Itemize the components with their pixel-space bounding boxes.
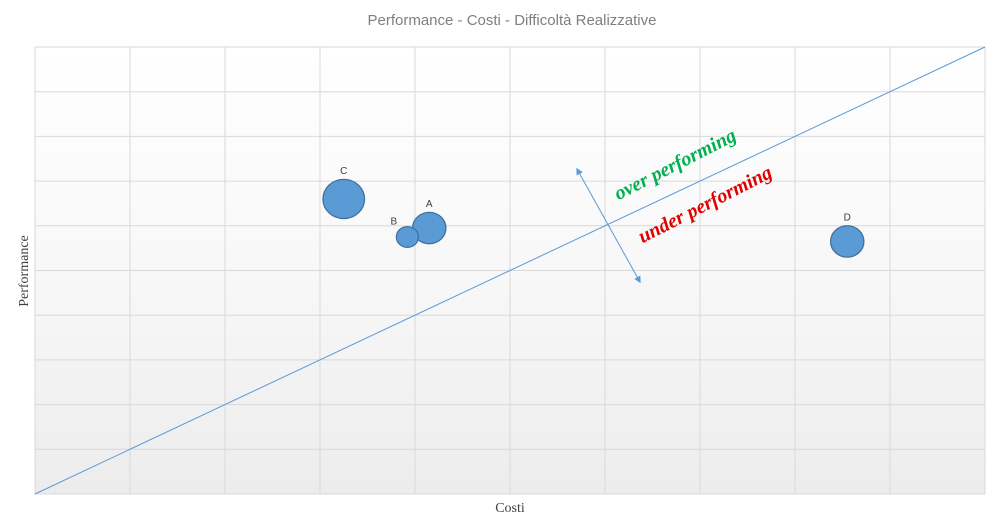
bubble-label-b: B bbox=[390, 216, 397, 227]
direction-arrow bbox=[576, 167, 641, 284]
reference-line bbox=[34, 46, 986, 495]
bubble-label-d: D bbox=[844, 212, 851, 223]
bubble-label-c: C bbox=[340, 166, 347, 177]
bubble-d bbox=[829, 225, 865, 258]
bubbles: A B C D bbox=[322, 166, 865, 258]
y-axis-label: Performance bbox=[17, 235, 32, 307]
bubble-label-a: A bbox=[426, 199, 433, 210]
x-axis-label: Costi bbox=[495, 501, 525, 516]
bubble-c bbox=[322, 178, 366, 220]
chart-title: Performance - Costi - Difficoltà Realizz… bbox=[368, 12, 657, 29]
bubble-b bbox=[395, 225, 420, 248]
